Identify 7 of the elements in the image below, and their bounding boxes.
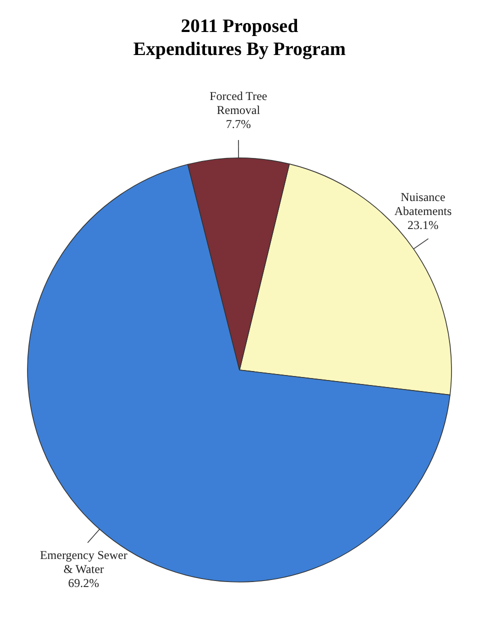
data-label: 23.1%: [408, 218, 438, 232]
slice-label: Emergency Sewer & Water: [40, 548, 128, 576]
slice-label: Nuisance Abatements: [394, 190, 452, 218]
slice-label: Forced Tree Removal: [210, 89, 268, 117]
data-label: 7.7%: [226, 117, 251, 131]
chart-title: 2011 Proposed Expenditures By Program: [133, 16, 346, 60]
data-label: 69.2%: [68, 576, 100, 590]
